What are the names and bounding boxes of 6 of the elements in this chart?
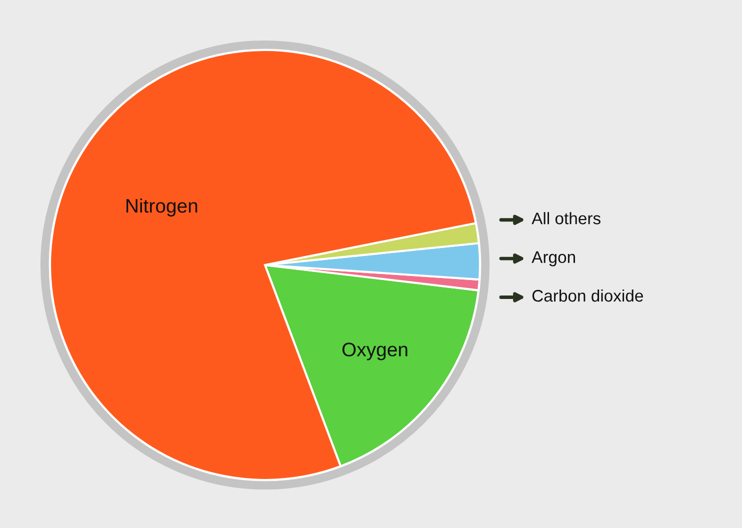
slice-label: Oxygen bbox=[342, 342, 408, 360]
pie-slice bbox=[48, 48, 477, 482]
slice-label: Carbon dioxide bbox=[532, 289, 643, 302]
slice-label: Nitrogen bbox=[126, 198, 198, 217]
slice-label: All others bbox=[532, 212, 600, 224]
slice-label: Argon bbox=[532, 251, 575, 266]
